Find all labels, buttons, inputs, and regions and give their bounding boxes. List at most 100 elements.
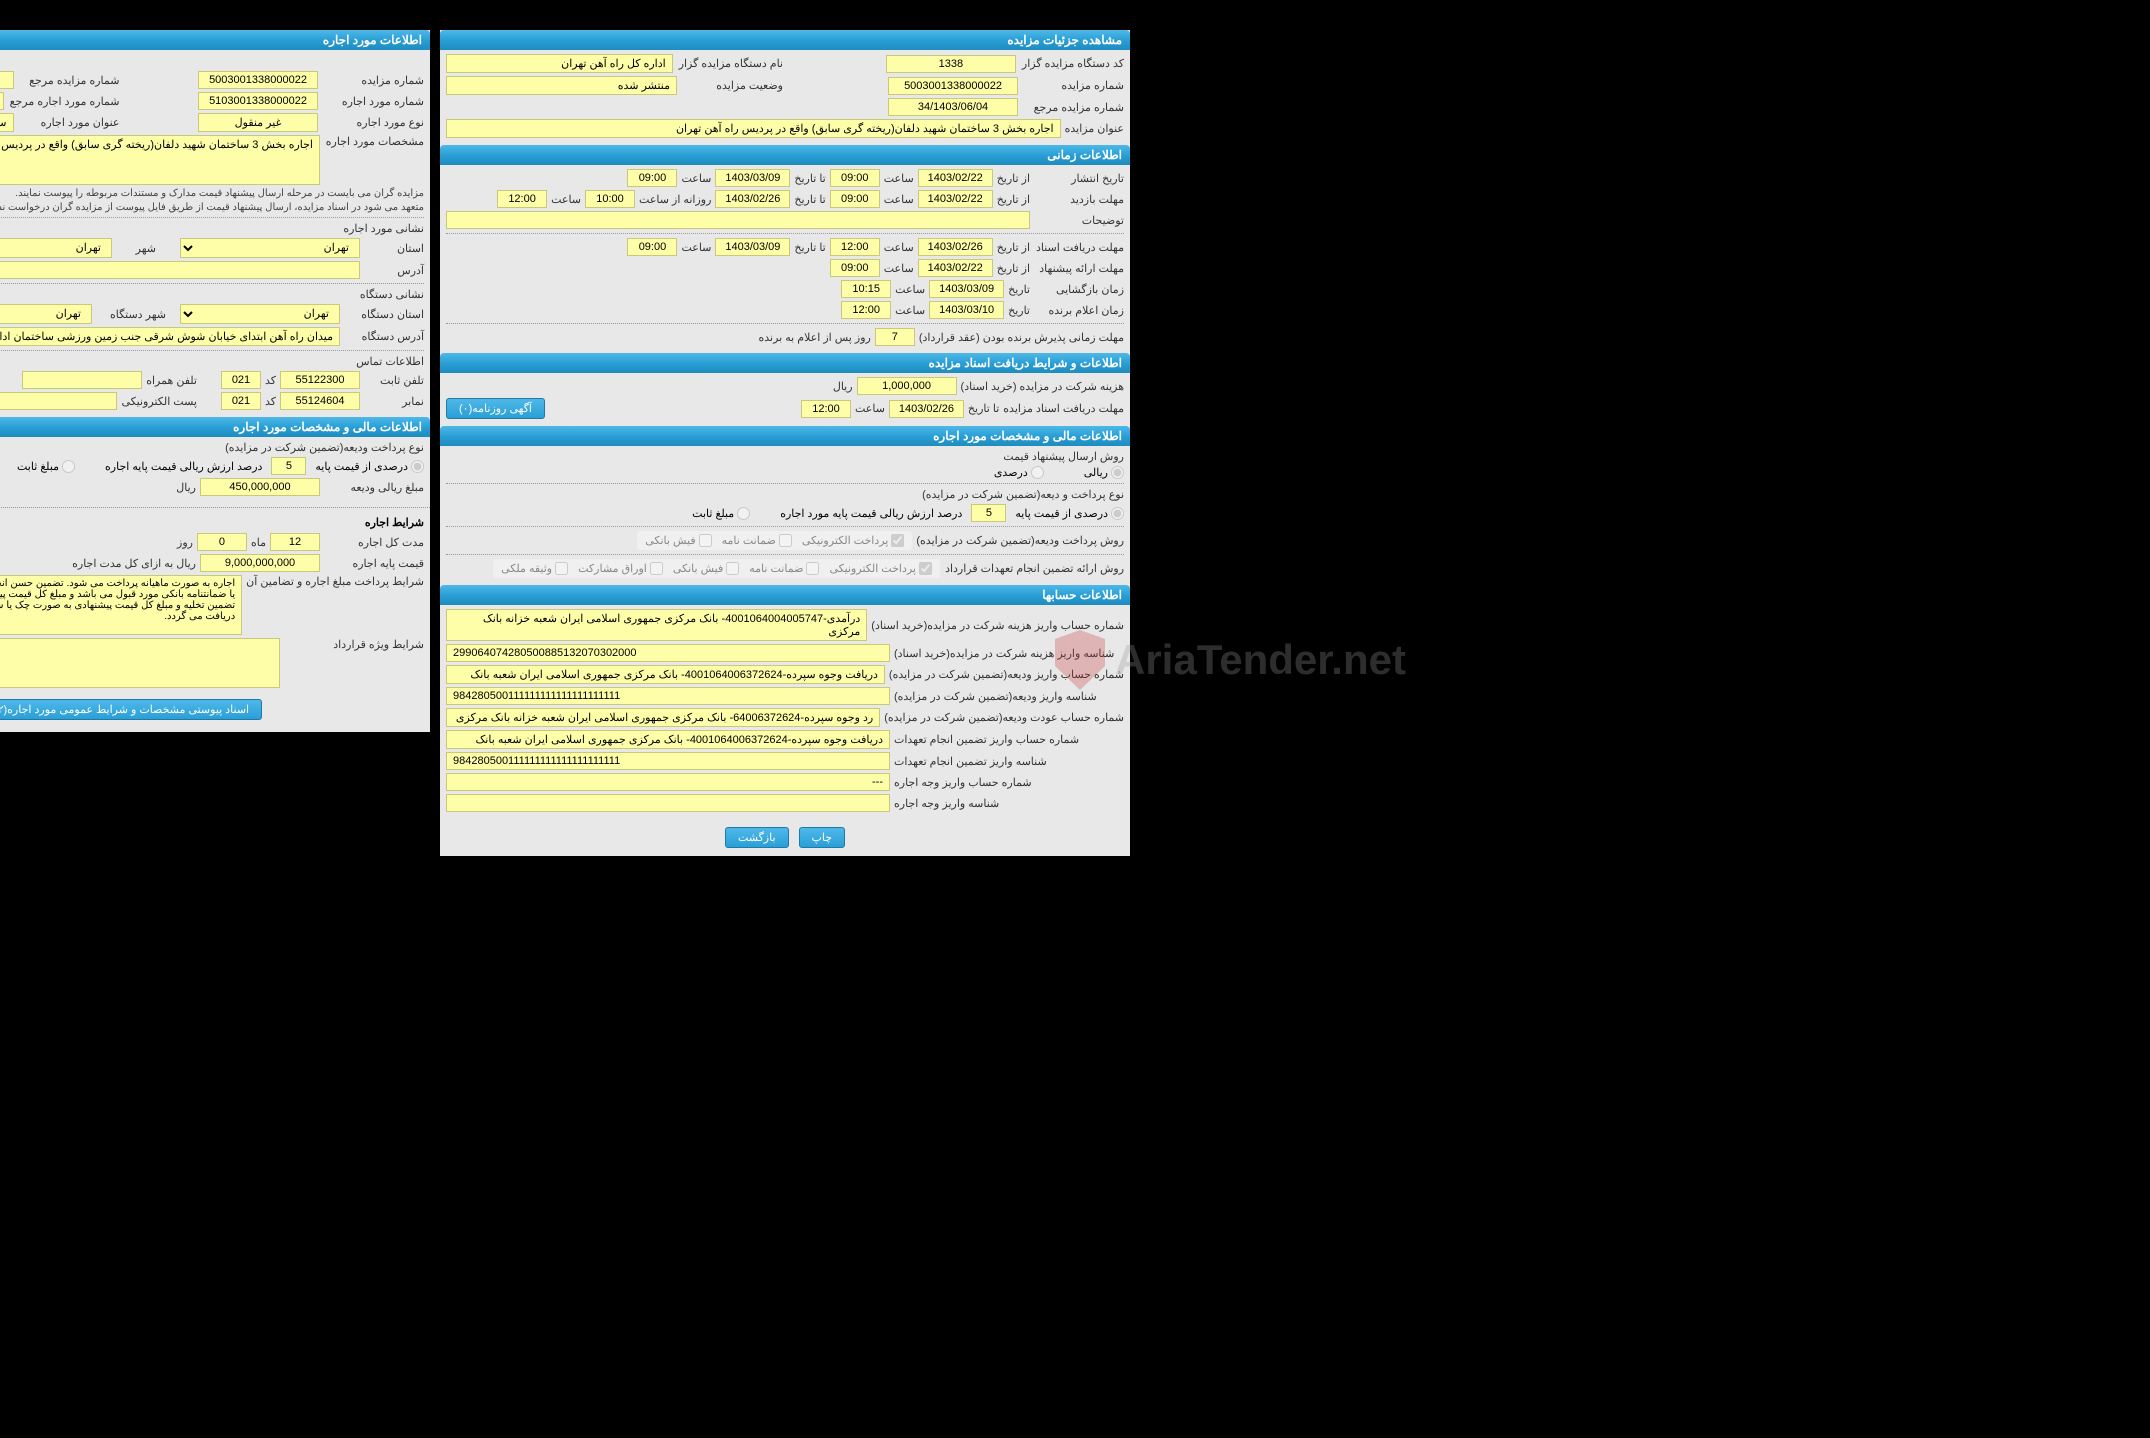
offer-from-date: 1403/02/22 (918, 259, 993, 277)
label-offer-deadline: مهلت ارائه پیشنهاد (1034, 262, 1124, 275)
header-time-info: اطلاعات زمانی (440, 145, 1130, 165)
l-fax-label: نمابر (364, 395, 424, 408)
l-lease-title: ساختمان ریخته گری سابق (0, 113, 14, 132)
acc3-label: شماره حساب واریز ودیعه(تضمین شرکت در مزا… (889, 668, 1124, 681)
pub-from-time: 09:00 (830, 169, 880, 187)
label-title: عنوان مزایده (1065, 122, 1124, 135)
cb-guarantee2[interactable]: ضمانت نامه (749, 562, 819, 575)
cb-bank-slip[interactable]: فیش بانکی (645, 534, 711, 547)
doc-to-time: 09:00 (627, 238, 677, 256)
pub-from-date: 1403/02/22 (918, 169, 993, 187)
l-email-label: پست الکترونیکی (121, 395, 197, 408)
visit-to-date: 1403/02/26 (715, 190, 790, 208)
l-payment-terms-label: شرایط پرداخت مبلغ اجاره و تضامین آن (246, 575, 424, 588)
l-auction-no-label: شماره مزایده (324, 74, 424, 87)
l-deposit-amt-label: مبلغ ریالی ودیعه (324, 481, 424, 494)
l-ref-no-label: شماره مزایده مرجع (20, 74, 120, 87)
doc-from-time: 12:00 (830, 238, 880, 256)
acc4-label: شناسه واریز ودیعه(تضمین شرکت در مزایده) (894, 690, 1124, 703)
org-province-select[interactable]: تهران (180, 304, 340, 324)
label-notes: توضیحات (1034, 214, 1124, 227)
acc3: دریافت وجوه سپرده-4001064006372624- بانک… (446, 665, 885, 684)
acc9-label: شناسه واریز وجه اجاره (894, 797, 1124, 810)
l-city-label: شهر (116, 242, 156, 255)
cb-bank-slip2[interactable]: فیش بانکی (673, 562, 739, 575)
print-button[interactable]: چاپ (799, 827, 846, 848)
attachments-button[interactable]: اسناد پیوستی مشخصات و شرایط عمومی مورد ا… (0, 699, 262, 720)
value-status: منتشر شده (446, 76, 677, 95)
radio-percent-base[interactable]: درصدی از قیمت پایه 5 درصد ارزش ریالی قیم… (780, 504, 1124, 522)
city-select[interactable]: تهران (0, 238, 112, 258)
doc-to-date: 1403/03/09 (715, 238, 790, 256)
cb-guarantee[interactable]: ضمانت نامه (722, 534, 792, 547)
cb-property[interactable]: وثیقه ملکی (501, 562, 568, 575)
l-radio-percent-base[interactable]: درصدی از قیمت پایه 5 درصد ارزش ریالی قیم… (105, 457, 424, 475)
l-special-terms (0, 638, 280, 688)
l-days: 0 (197, 533, 247, 551)
label-auction-no: شماره مزایده (1024, 79, 1124, 92)
value-cost: 1,000,000 (857, 377, 957, 395)
l-ref-no: 34/1403/06/04 (0, 71, 14, 89)
l-radio-fixed[interactable]: مبلغ ثابت (17, 460, 75, 473)
l-deposit-amt: 450,000,000 (200, 478, 320, 496)
lease-item-panel: اطلاعات مورد اجاره مشاهده جزئیات مزایده … (0, 30, 430, 732)
l-contact-label: اطلاعات تماس (356, 355, 424, 368)
winner-time: 12:00 (841, 301, 891, 319)
pub-to-time: 09:00 (627, 169, 677, 187)
cb-epay2[interactable]: پرداخت الکترونیکی (829, 562, 932, 575)
cb-securities[interactable]: اوراق مشارکت (578, 562, 663, 575)
acc8: --- (446, 773, 890, 791)
l-org-addr2: میدان راه آهن ابتدای خیابان شوش شرقی جنب… (0, 327, 340, 346)
doc-from-date: 1403/02/26 (918, 238, 993, 256)
label-doc-deadline2: مهلت دریافت اسناد مزایده (1003, 402, 1124, 415)
radio-percent[interactable]: درصدی (994, 466, 1044, 479)
l-spec: اجاره بخش 3 ساختمان شهید دلفان(ریخته گری… (0, 135, 320, 185)
header-doc-conditions: اطلاعات و شرایط دریافت اسناد مزایده (440, 353, 1130, 373)
acc2: 299064074280500885132070302000 (446, 644, 890, 662)
pub-to-date: 1403/03/09 (715, 169, 790, 187)
l-addr (0, 261, 360, 279)
label-pub-date: تاریخ انتشار (1034, 172, 1124, 185)
auction-details-panel: مشاهده جزئیات مزایده کد دستگاه مزایده گز… (440, 30, 1130, 856)
l-phone: 55122300 (280, 371, 360, 389)
acc2-label: شناسه واریز هزینه شرکت در مزایده(خرید اس… (894, 647, 1124, 660)
label-contract-guarantee: روش ارائه تضمین انجام تعهدات قرارداد (944, 562, 1124, 575)
l-duration-label: مدت کل اجاره (324, 536, 424, 549)
l-base-price-label: قیمت پایه اجاره (324, 557, 424, 570)
acc8-label: شماره حساب واریز وجه اجاره (894, 776, 1124, 789)
label-org-code: کد دستگاه مزایده گزار (1022, 57, 1124, 70)
l-org-addr-label: نشانی دستگاه (360, 288, 424, 301)
label-visit: مهلت بازدید (1034, 193, 1124, 206)
acc4: 984280500111111111111111111111 (446, 687, 890, 705)
acc5: رد وجوه سپرده-64006372624- بانک مرکزی جم… (446, 708, 880, 727)
header-accounts: اطلاعات حسابها (440, 585, 1130, 605)
radio-rial[interactable]: ریالی (1084, 466, 1124, 479)
l-header-lease-terms: شرایط اجاره (0, 516, 424, 529)
l-special-terms-label: شرایط ویژه قرارداد (284, 638, 424, 651)
l-province-label: استان (364, 242, 424, 255)
l-payment-terms: اجاره به صورت ماهیانه پرداخت می شود. تضم… (0, 575, 242, 635)
value-auction-no: 5003001338000022 (888, 77, 1018, 95)
l-base-price: 9,000,000,000 (200, 554, 320, 572)
l-fax: 55124604 (280, 392, 360, 410)
l-email (0, 392, 117, 410)
label-open-time: زمان بازگشایی (1034, 283, 1124, 296)
l-addr-label: آدرس (364, 264, 424, 277)
label-winner-time: زمان اعلام برنده (1034, 304, 1124, 317)
org-city-select[interactable]: تهران (0, 304, 92, 324)
acc1-label: شماره حساب واریز هزینه شرکت در مزایده(خر… (871, 619, 1124, 632)
value-notes (446, 211, 1030, 229)
newspaper-button[interactable]: آگهی روزنامه(۰) (446, 398, 545, 419)
radio-fixed-amount[interactable]: مبلغ ثابت (692, 507, 750, 520)
cb-epay[interactable]: پرداخت الکترونیکی (802, 534, 905, 547)
visit-daily-from: 10:00 (585, 190, 635, 208)
header-auction-details: مشاهده جزئیات مزایده (440, 30, 1130, 50)
note2: متعهد می شود در اسناد مزایده، ارسال پیشن… (0, 202, 424, 213)
acc7-label: شناسه واریز تضمین انجام تعهدات (894, 755, 1124, 768)
l-months: 12 (270, 533, 320, 551)
doc-deadline2-time: 12:00 (801, 400, 851, 418)
back-button[interactable]: بازگشت (725, 827, 789, 848)
province-select[interactable]: تهران (180, 238, 360, 258)
acc9 (446, 794, 890, 812)
offer-from-time: 09:00 (830, 259, 880, 277)
